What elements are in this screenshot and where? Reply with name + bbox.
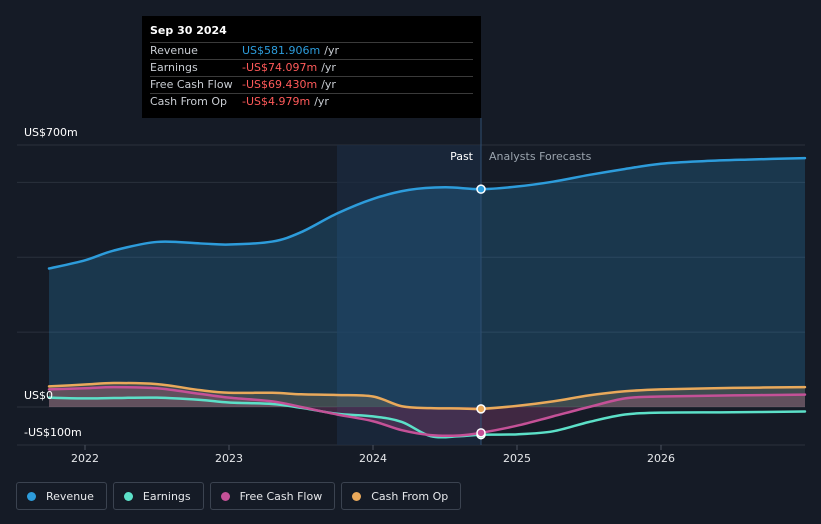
y-axis-label-bottom: -US$100m <box>24 426 82 439</box>
x-tick-label-2026: 2026 <box>647 452 675 465</box>
tooltip-row-free-cash-flow: Free Cash Flow -US$69.430m /yr <box>150 76 473 93</box>
legend-dot-icon <box>123 491 133 501</box>
marker-free-cash-flow <box>476 428 486 438</box>
legend: Revenue Earnings Free Cash Flow Cash Fro… <box>16 482 462 510</box>
line-revenue <box>47 156 807 270</box>
past-label: Past <box>450 150 474 163</box>
tooltip-unit: /yr <box>321 78 336 91</box>
tooltip-value: -US$74.097m <box>242 61 318 74</box>
legend-label: Revenue <box>46 489 94 503</box>
tooltip-value: -US$69.430m <box>242 78 318 91</box>
tooltip-row-earnings: Earnings -US$74.097m /yr <box>150 59 473 76</box>
x-axis-ticks: 2022 2023 2024 2025 2026 <box>71 445 675 465</box>
tooltip-unit: /yr <box>324 44 339 57</box>
x-tick-label-2025: 2025 <box>503 452 531 465</box>
tooltip-date: Sep 30 2024 <box>150 24 227 37</box>
line-earnings <box>47 396 807 439</box>
line-free-cash-flow <box>47 385 807 437</box>
tooltip-name: Cash From Op <box>150 95 228 108</box>
legend-item-earnings[interactable]: Earnings <box>112 482 204 510</box>
x-tick-label-2023: 2023 <box>215 452 243 465</box>
legend-item-cash-from-op[interactable]: Cash From Op <box>341 482 462 510</box>
x-tick-label-2022: 2022 <box>71 452 99 465</box>
tooltip-unit: /yr <box>314 95 329 108</box>
tooltip-row-revenue: Revenue US$581.906m /yr <box>150 42 473 59</box>
line-cash-from-op <box>47 381 807 411</box>
x-tick-label-2024: 2024 <box>359 452 387 465</box>
legend-item-free-cash-flow[interactable]: Free Cash Flow <box>209 482 336 510</box>
legend-label: Cash From Op <box>371 489 449 503</box>
tooltip-row-cash-from-op: Cash From Op -US$4.979m /yr <box>150 93 473 110</box>
tooltip-unit: /yr <box>321 61 336 74</box>
legend-dot-icon <box>352 491 362 501</box>
series-lines <box>47 156 807 439</box>
legend-item-revenue[interactable]: Revenue <box>16 482 107 510</box>
tooltip-name: Free Cash Flow <box>150 78 233 91</box>
area-revenue <box>49 158 805 407</box>
marker-cash-from-op <box>476 404 486 414</box>
marker-revenue <box>476 184 486 194</box>
tooltip-value: -US$4.979m <box>242 95 311 108</box>
legend-dot-icon <box>27 491 36 501</box>
tooltip-value: US$581.906m <box>242 44 321 57</box>
tooltip-name: Revenue <box>150 44 198 57</box>
forecast-label: Analysts Forecasts <box>489 150 592 163</box>
series-areas <box>49 158 805 436</box>
series-markers <box>476 184 486 440</box>
legend-label: Free Cash Flow <box>239 489 323 503</box>
legend-dot-icon <box>220 491 230 501</box>
legend-label: Earnings <box>142 489 191 503</box>
y-axis-label-zero: US$0 <box>24 389 53 402</box>
tooltip: Sep 30 2024 Revenue US$581.906m /yr Earn… <box>142 16 481 118</box>
tooltip-name: Earnings <box>150 61 198 74</box>
y-axis-label-top: US$700m <box>24 126 78 139</box>
